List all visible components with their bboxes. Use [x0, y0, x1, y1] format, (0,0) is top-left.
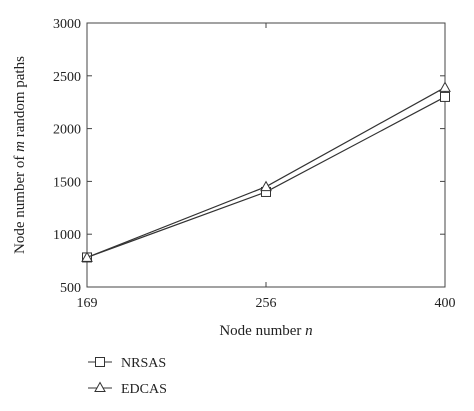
data-point-edcas	[81, 251, 93, 262]
y-tick-label: 1500	[53, 175, 81, 190]
x-axis-title: Node number n	[219, 323, 312, 339]
legend-triangle-marker-icon	[94, 381, 106, 392]
data-point-edcas	[260, 180, 272, 192]
legend-item-nrsas: NRSAS	[88, 356, 166, 371]
y-axis-title: Node number of m random paths	[12, 56, 28, 254]
data-point-edcas	[439, 81, 451, 92]
legend-label-edcas: EDCAS	[121, 382, 167, 397]
y-tick-label: 3000	[53, 17, 81, 32]
legend: NRSAS EDCAS	[88, 356, 167, 397]
series-line-edcas	[86, 86, 446, 258]
data-point-nrsas	[440, 91, 450, 102]
y-tick-label: 1000	[53, 228, 81, 243]
series-line-nrsas	[86, 96, 446, 258]
series-layer	[81, 81, 451, 263]
legend-item-edcas: EDCAS	[88, 381, 167, 397]
plot-frame	[86, 22, 446, 288]
x-tick-label: 169	[77, 296, 98, 311]
legend-label-nrsas: NRSAS	[121, 356, 166, 371]
axis-ticks: 500 1000 1500 2000 2500 3000 169 256 400	[53, 17, 456, 311]
y-tick-label: 2000	[53, 123, 81, 138]
y-tick-label: 2500	[53, 70, 81, 85]
x-tick-label: 400	[435, 296, 456, 311]
y-tick-label: 500	[60, 281, 81, 296]
x-tick-label: 256	[256, 296, 277, 311]
legend-square-marker-icon	[95, 357, 105, 367]
